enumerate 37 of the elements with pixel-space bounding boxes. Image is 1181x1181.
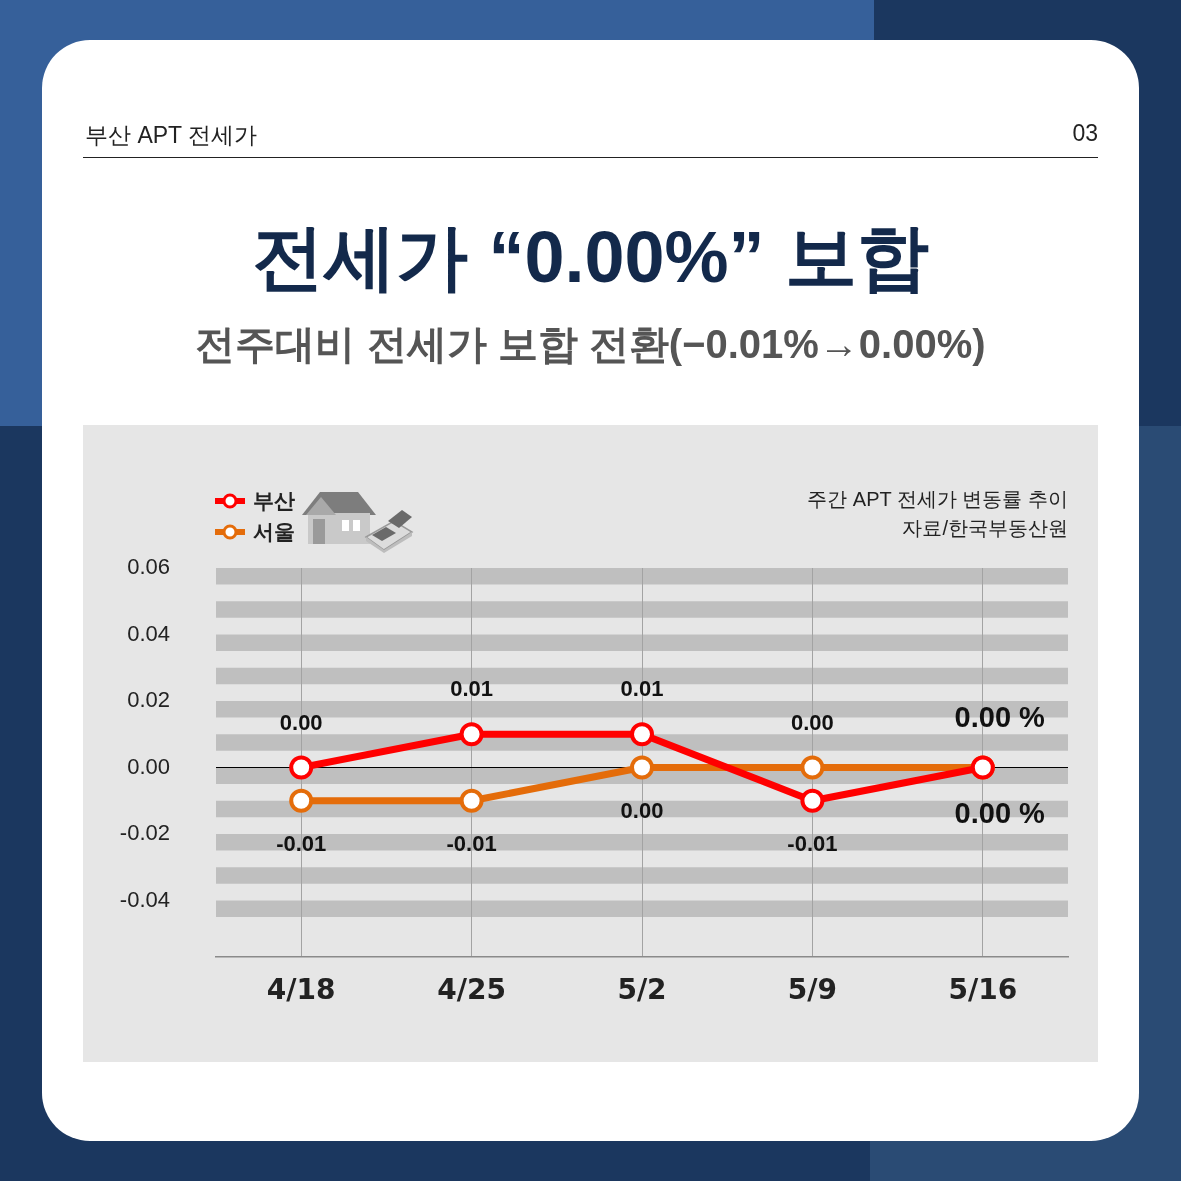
data-label: 0.00 — [620, 797, 664, 823]
point — [800, 788, 825, 813]
x-tick-label: 4/18 — [266, 973, 336, 1007]
text: 자료/한국부동산원 — [901, 516, 1068, 541]
y-tick-label: -0.02 — [119, 820, 170, 846]
chart-subtitle: 전주대비 전세가 보합 전환(−0.01%→0.00%) — [194, 321, 987, 368]
x-tick-label: 5/9 — [787, 973, 837, 1007]
x-tick-label: 5/16 — [948, 973, 1018, 1007]
text: 03 — [1072, 120, 1098, 147]
point — [630, 722, 654, 747]
y-tick-label: 0.02 — [127, 687, 170, 713]
text: 부산 APT 전세가 — [85, 121, 258, 150]
data-label: -0.01 — [446, 830, 497, 856]
point — [289, 788, 314, 813]
x-tick-label: 5/2 — [617, 973, 667, 1007]
data-label: 0.00 % — [954, 797, 1046, 830]
point — [800, 755, 825, 780]
point — [459, 788, 484, 813]
data-label: -0.01 — [787, 830, 838, 856]
y-tick-label: -0.04 — [119, 886, 170, 912]
point — [630, 755, 654, 780]
legend-label: 부산 — [253, 487, 295, 514]
y-tick-label: 0.04 — [127, 620, 170, 646]
chart-title: 전세가 “0.00%” 보합 — [251, 216, 930, 299]
data-label: 0.01 — [450, 676, 494, 702]
data-label: 0.01 — [620, 676, 664, 702]
legend-label: 서울 — [253, 518, 295, 545]
x-tick-label: 4/25 — [437, 973, 506, 1007]
text: 주간 APT 전세가 변동률 추이 — [807, 487, 1068, 512]
y-tick-label: 0.00 — [127, 753, 170, 779]
data-label: 0.00 — [790, 709, 834, 735]
y-tick-label: 0.06 — [127, 554, 170, 580]
data-label: -0.01 — [276, 830, 327, 856]
data-label: 0.00 — [279, 709, 323, 735]
point — [289, 755, 314, 780]
point — [459, 722, 484, 747]
data-label: 0.00 % — [954, 701, 1046, 734]
